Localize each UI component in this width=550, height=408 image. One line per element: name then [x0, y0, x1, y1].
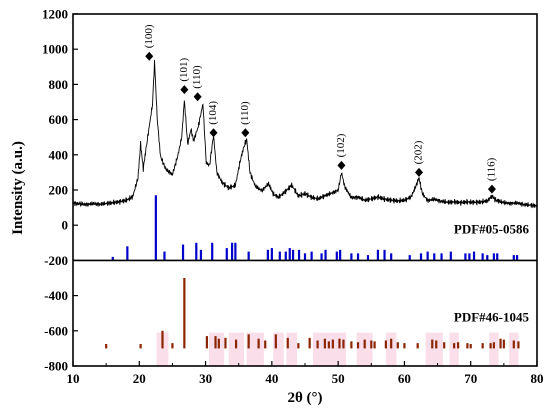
peak-label: (100): [143, 24, 155, 48]
peak-label: (110): [239, 101, 251, 125]
y-tick-label: 1200: [42, 7, 68, 22]
y-tick-label: 1000: [42, 42, 68, 57]
reference-pattern-label: PDF#05-0586: [454, 222, 530, 237]
xrd-pattern-line: [72, 59, 538, 209]
y-tick-label: -400: [44, 288, 68, 303]
highlight-band: [330, 332, 347, 366]
y-tick-label: -200: [44, 253, 68, 268]
x-axis-label: 2θ (°): [287, 390, 322, 406]
peak-diamond-marker: [241, 128, 250, 138]
x-tick-label: 70: [464, 371, 477, 386]
highlight-bands: [156, 332, 519, 366]
highlight-band: [156, 332, 169, 366]
reference-pattern-label: PDF#46-1045: [454, 310, 530, 325]
x-tick-label: 80: [531, 371, 544, 386]
y-tick-label: 400: [49, 147, 69, 162]
peak-label: (202): [413, 140, 425, 164]
peak-label: (116): [485, 157, 497, 181]
peak-diamond-marker: [180, 85, 189, 95]
highlight-band: [356, 332, 373, 366]
y-tick-label: -600: [44, 323, 68, 338]
x-tick-label: 50: [332, 371, 345, 386]
peak-label: (102): [335, 133, 347, 157]
peak-annotations: (100)(101) (110)(104) (110)(102) (202)(116): [143, 24, 497, 194]
highlight-band: [286, 332, 298, 366]
axis-ticks: 10 20 30 40 50 60 70 80 -800 -600 -400 -200 0 200 400 6…: [42, 7, 544, 387]
x-tick-label: 60: [398, 371, 411, 386]
peak-diamond-marker: [145, 51, 154, 61]
peak-diamond-marker: [487, 184, 496, 194]
peak-diamond-marker: [337, 160, 346, 170]
peak-diamond-marker: [193, 92, 202, 102]
peak-diamond-marker: [209, 128, 218, 138]
highlight-band: [312, 332, 331, 366]
x-tick-label: 10: [67, 371, 80, 386]
highlight-band: [425, 332, 443, 366]
peak-label: (101): [178, 58, 190, 82]
y-tick-label: 200: [49, 183, 69, 198]
peak-diamond-marker: [415, 167, 424, 177]
y-tick-label: 0: [62, 218, 69, 233]
y-tick-label: 800: [49, 77, 69, 92]
highlight-band: [509, 332, 519, 366]
peak-label: (110): [191, 65, 203, 89]
y-tick-label: -800: [44, 359, 68, 374]
highlight-band: [449, 332, 459, 366]
highlight-band: [273, 332, 284, 366]
y-axis-label: Intensity (a.u.): [10, 141, 26, 235]
reference-patterns: [105, 195, 520, 349]
highlight-band: [228, 332, 245, 366]
y-tick-label: 600: [49, 112, 69, 127]
x-tick-label: 30: [199, 371, 212, 386]
pattern-labels: PDF#05-0586 PDF#46-1045: [454, 222, 530, 325]
x-tick-label: 40: [265, 371, 278, 386]
x-tick-label: 20: [133, 371, 146, 386]
peak-label: (104): [207, 101, 219, 125]
highlight-band: [208, 332, 225, 366]
data-series: [72, 59, 538, 209]
highlight-band: [489, 332, 499, 366]
highlight-band: [385, 332, 397, 366]
